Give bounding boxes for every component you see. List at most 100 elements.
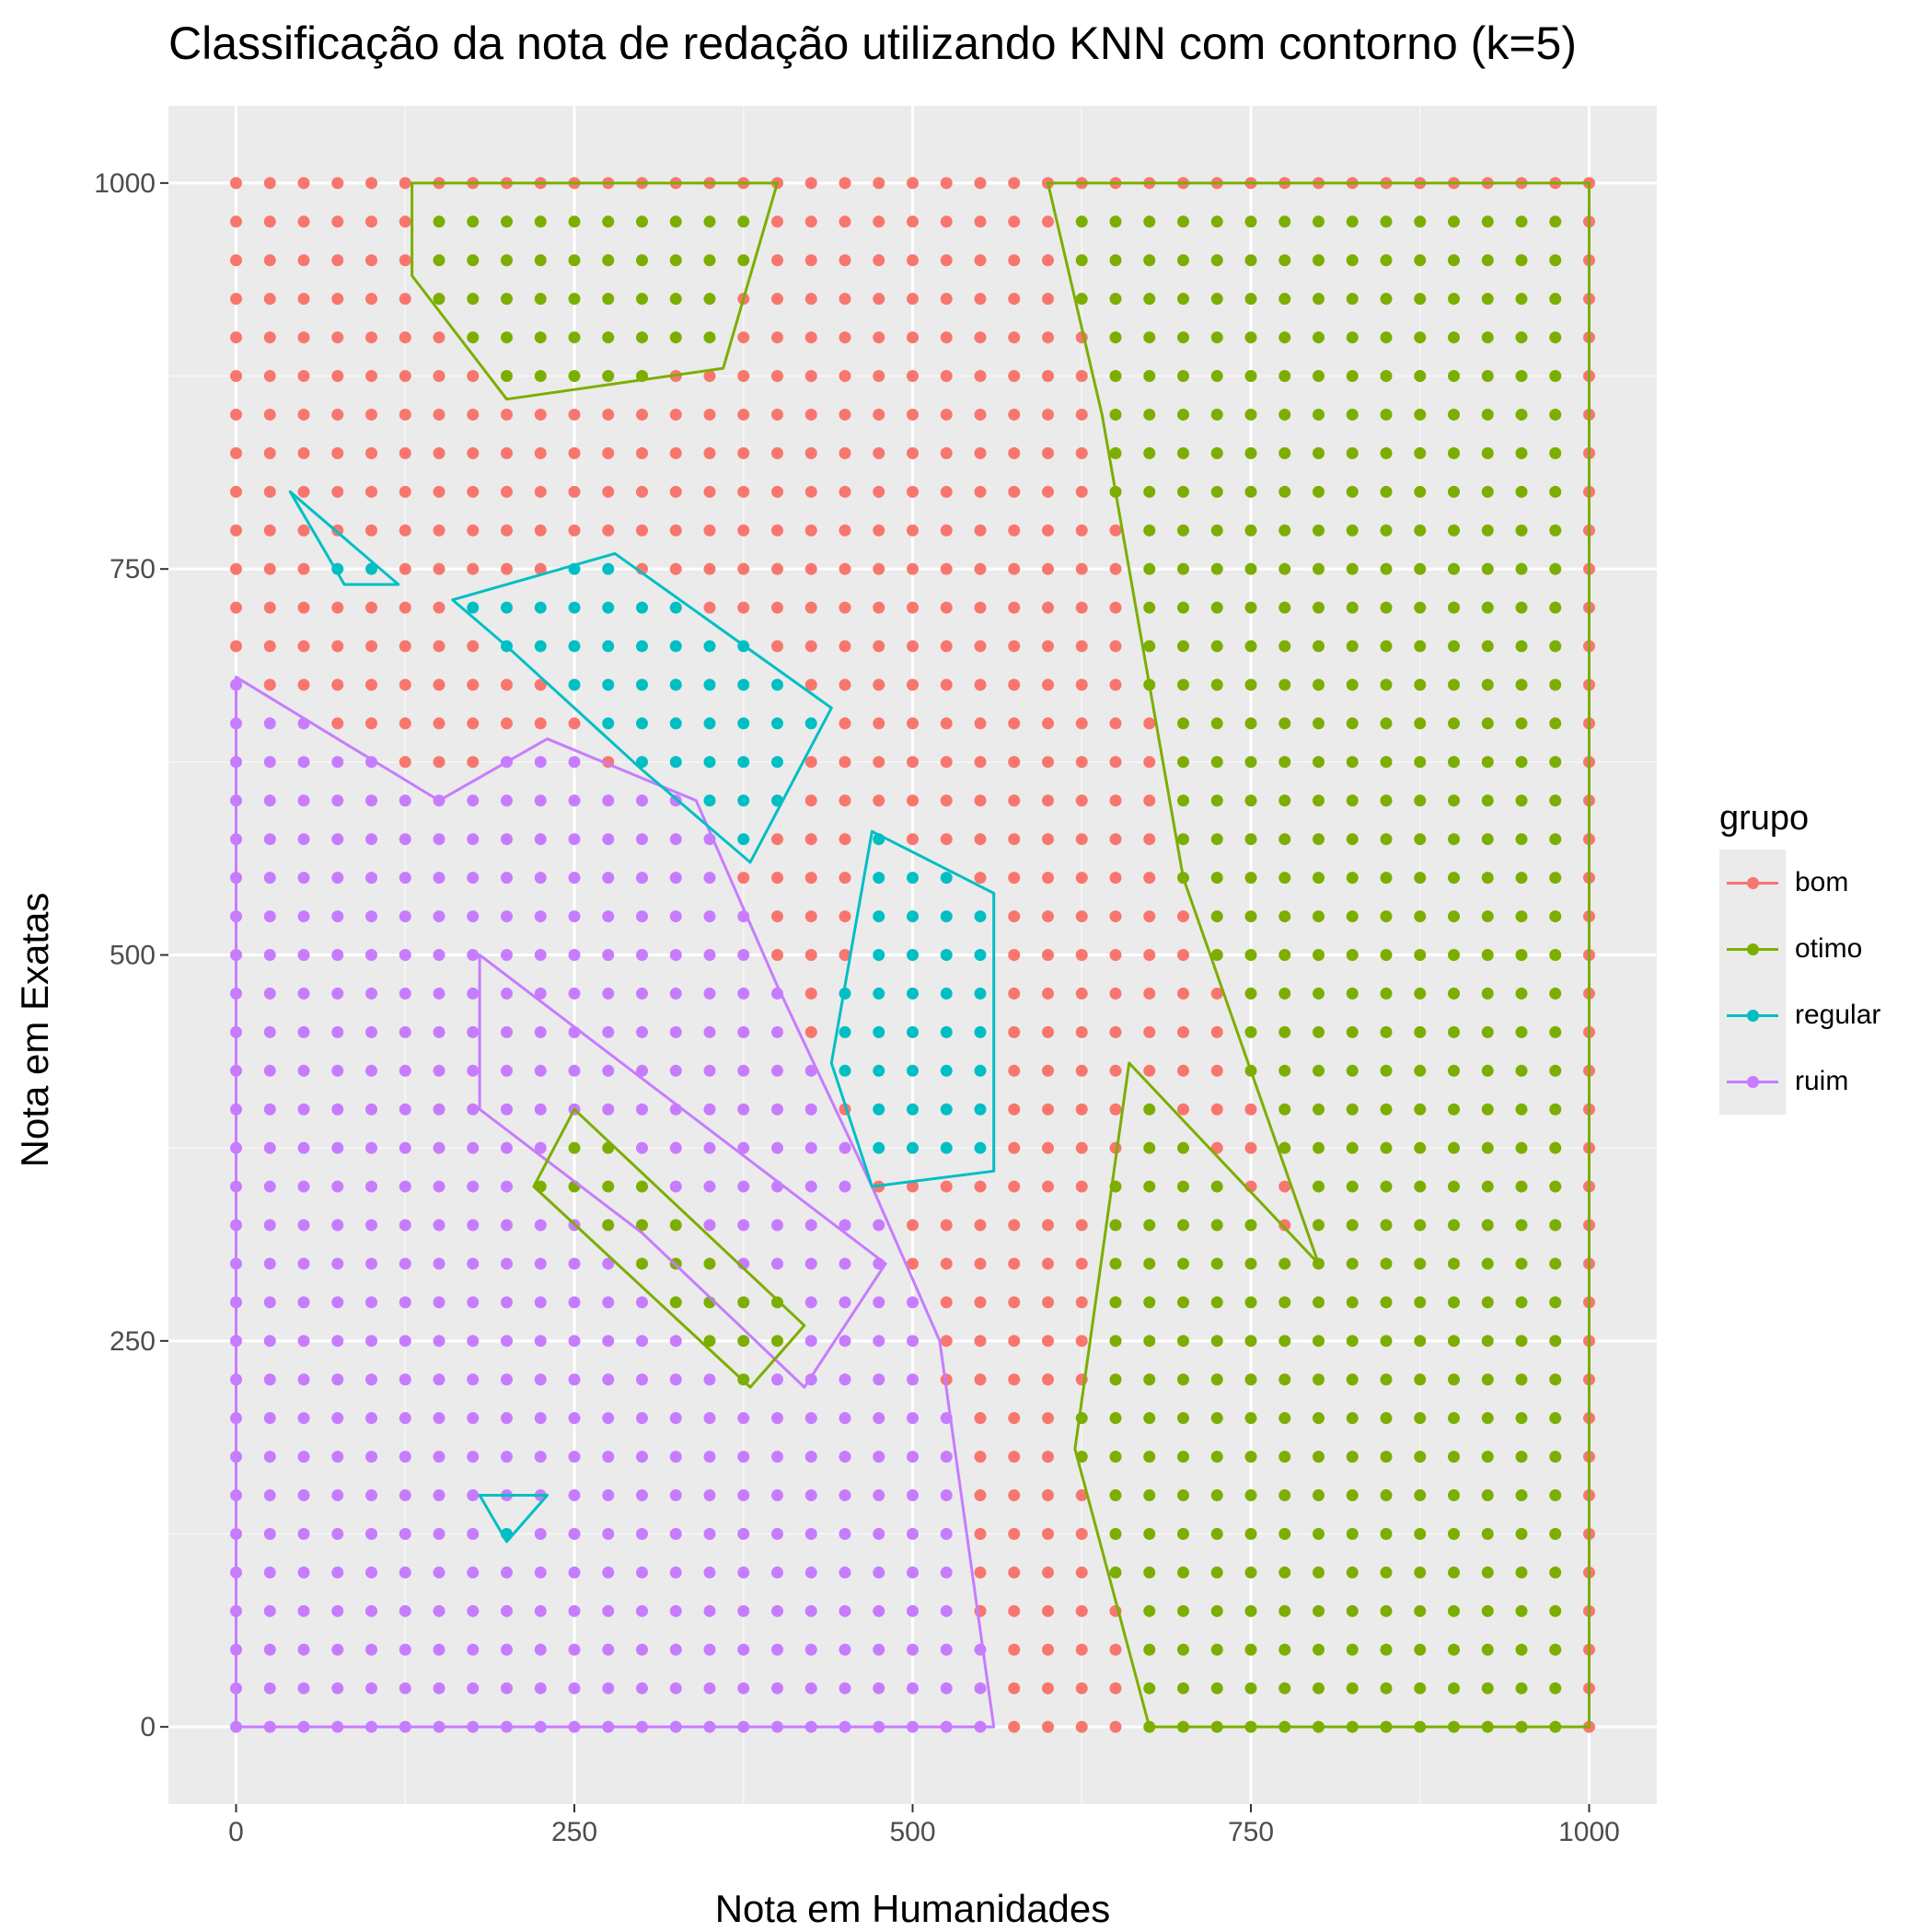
point-otimo	[1210, 254, 1223, 267]
point-otimo	[568, 215, 581, 228]
point-otimo	[1278, 640, 1291, 653]
point-bom	[433, 678, 445, 691]
point-otimo	[1143, 1489, 1156, 1502]
point-ruim	[263, 872, 276, 885]
point-bom	[263, 601, 276, 614]
point-bom	[839, 485, 851, 498]
point-bom	[1075, 794, 1088, 807]
point-otimo	[1346, 640, 1359, 653]
point-bom	[873, 678, 885, 691]
point-ruim	[703, 1219, 716, 1232]
point-otimo	[1448, 446, 1460, 459]
point-otimo	[1380, 1141, 1393, 1154]
point-otimo	[1278, 293, 1291, 306]
point-otimo	[1414, 446, 1427, 459]
point-regular	[602, 678, 615, 691]
point-otimo	[1515, 1604, 1528, 1617]
point-ruim	[839, 1335, 851, 1348]
legend: grupo bom otimo regular ruim	[1719, 799, 1880, 1116]
point-ruim	[568, 1682, 581, 1695]
point-ruim	[771, 1219, 783, 1232]
point-bom	[636, 485, 648, 498]
point-otimo	[1313, 1489, 1325, 1502]
point-ruim	[297, 949, 310, 961]
point-otimo	[1414, 562, 1427, 575]
point-otimo	[1414, 678, 1427, 691]
point-otimo	[1075, 215, 1088, 228]
point-bom	[1075, 987, 1088, 1000]
point-bom	[331, 293, 344, 306]
point-ruim	[907, 1373, 919, 1386]
point-bom	[873, 215, 885, 228]
point-bom	[1109, 678, 1122, 691]
point-bom	[1075, 1141, 1088, 1154]
point-bom	[230, 485, 242, 498]
point-ruim	[365, 1025, 377, 1038]
point-bom	[771, 524, 783, 537]
point-ruim	[839, 1296, 851, 1309]
point-otimo	[1515, 408, 1528, 421]
point-otimo	[1448, 331, 1460, 344]
point-bom	[365, 678, 377, 691]
point-bom	[940, 1257, 953, 1270]
point-regular	[974, 987, 987, 1000]
point-bom	[974, 1180, 987, 1193]
point-otimo	[1143, 1373, 1156, 1386]
point-bom	[501, 446, 513, 459]
point-otimo	[1549, 562, 1562, 575]
point-ruim	[771, 1643, 783, 1656]
point-otimo	[1244, 215, 1257, 228]
point-ruim	[263, 987, 276, 1000]
point-ruim	[839, 1566, 851, 1579]
point-ruim	[568, 949, 581, 961]
point-otimo	[1244, 254, 1257, 267]
point-bom	[873, 254, 885, 267]
point-otimo	[1177, 1257, 1189, 1270]
point-ruim	[669, 872, 682, 885]
point-otimo	[1177, 1682, 1189, 1695]
point-bom	[1008, 408, 1021, 421]
point-ruim	[467, 1141, 480, 1154]
point-otimo	[1481, 1412, 1494, 1425]
point-ruim	[771, 1489, 783, 1502]
point-bom	[839, 215, 851, 228]
point-otimo	[1244, 446, 1257, 459]
point-otimo	[1515, 446, 1528, 459]
point-bom	[907, 524, 919, 537]
point-ruim	[467, 1296, 480, 1309]
point-ruim	[399, 910, 411, 923]
point-bom	[230, 254, 242, 267]
point-otimo	[1346, 446, 1359, 459]
point-otimo	[1244, 1335, 1257, 1348]
point-bom	[771, 640, 783, 653]
point-bom	[1008, 1451, 1021, 1463]
point-ruim	[263, 794, 276, 807]
point-ruim	[467, 1219, 480, 1232]
point-otimo	[1313, 1373, 1325, 1386]
point-ruim	[467, 1489, 480, 1502]
point-bom	[771, 872, 783, 885]
point-otimo	[1448, 1682, 1460, 1695]
point-ruim	[703, 1103, 716, 1116]
point-ruim	[263, 1296, 276, 1309]
x-tick-label: 1000	[1558, 1817, 1620, 1847]
point-otimo	[1346, 987, 1359, 1000]
point-otimo	[1380, 293, 1393, 306]
point-ruim	[399, 1064, 411, 1077]
point-ruim	[365, 1335, 377, 1348]
point-regular	[974, 1103, 987, 1116]
point-ruim	[737, 1451, 750, 1463]
point-ruim	[263, 1412, 276, 1425]
point-bom	[940, 601, 953, 614]
point-otimo	[1143, 1451, 1156, 1463]
point-ruim	[399, 1335, 411, 1348]
point-otimo	[1313, 833, 1325, 846]
point-otimo	[1448, 254, 1460, 267]
point-bom	[907, 794, 919, 807]
point-otimo	[1313, 1451, 1325, 1463]
point-bom	[974, 833, 987, 846]
point-otimo	[1346, 370, 1359, 383]
point-ruim	[940, 1451, 953, 1463]
point-ruim	[771, 1566, 783, 1579]
point-ruim	[297, 1296, 310, 1309]
